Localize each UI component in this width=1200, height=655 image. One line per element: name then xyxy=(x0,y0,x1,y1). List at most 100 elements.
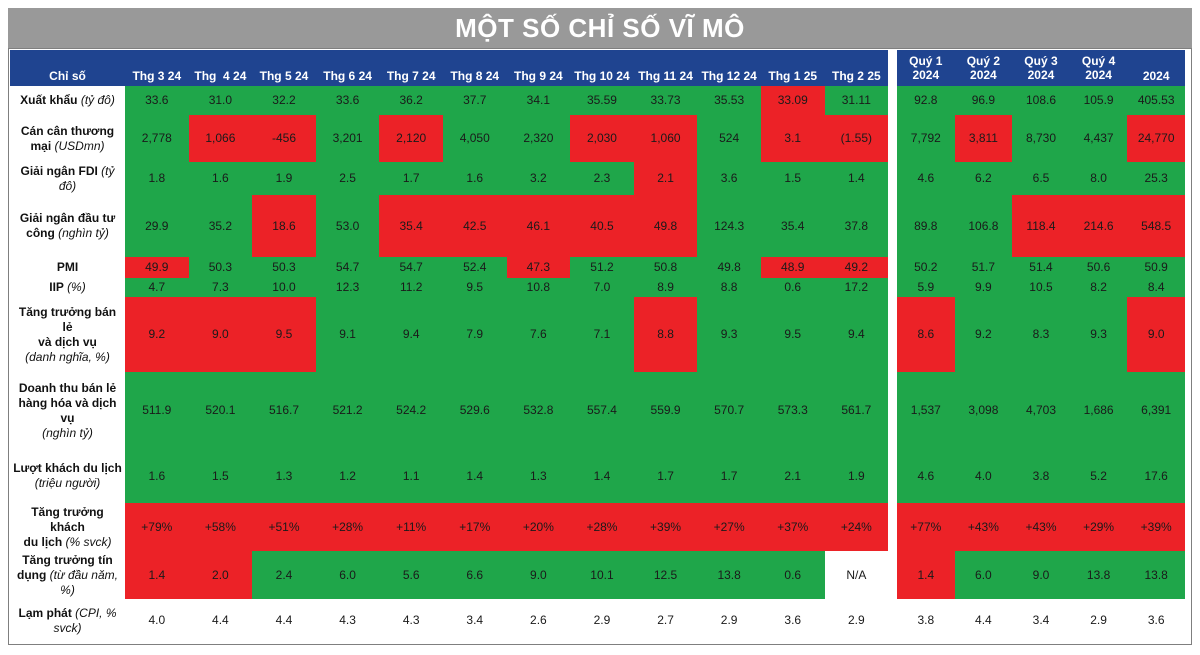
table-cell: 1,537 xyxy=(897,372,955,449)
table-cell: 35.4 xyxy=(379,195,443,257)
table-cell: 2.9 xyxy=(570,599,634,642)
column-header-month: Thg 5 24 xyxy=(252,50,316,86)
row-label-bold: Cán cân thương xyxy=(20,123,115,138)
row-label-bold: Xuất khẩu xyxy=(20,93,81,107)
row-label-line: Cán cân thương xyxy=(21,124,114,139)
column-header-month: Thg 7 24 xyxy=(379,50,443,86)
table-cell: +20% xyxy=(506,503,571,551)
column-header-month: Thg 12 24 xyxy=(697,50,761,86)
table-cell: 49.9 xyxy=(125,257,189,278)
table-cell: 521.2 xyxy=(315,372,380,449)
period-header-line2: 2024 xyxy=(1027,68,1055,82)
row-label-line: mại (USDmn) xyxy=(30,139,104,154)
row-label: Lạm phát (CPI, % svck) xyxy=(10,599,125,642)
row-label-line: Lạm phát (CPI, % xyxy=(18,606,116,621)
table-cell: 9.0 xyxy=(1127,297,1185,372)
table-cell: 13.8 xyxy=(697,551,761,599)
row-label: Cán cân thương mại (USDmn) xyxy=(10,115,125,162)
table-cell: 29.9 xyxy=(125,195,189,257)
table-cell: 6,391 xyxy=(1127,372,1185,449)
table-cell: 37.8 xyxy=(824,195,889,257)
table-cell: 36.2 xyxy=(379,86,443,115)
table-cell: 573.3 xyxy=(760,372,825,449)
table-cell: 8.6 xyxy=(897,297,955,372)
table-cell: 1.8 xyxy=(125,162,189,195)
table-cell: +77% xyxy=(897,503,955,551)
row-label-line: %) xyxy=(60,583,75,598)
table-cell: 532.8 xyxy=(506,372,571,449)
table-cell: 1,686 xyxy=(1069,372,1128,449)
table-cell: 9.0 xyxy=(506,551,571,599)
table-cell: 34.1 xyxy=(506,86,571,115)
column-header-month: Thg 2 25 xyxy=(824,50,889,86)
row-label: Giải ngân FDI (tỷ đô) xyxy=(10,162,125,195)
row-label-unit: (% svck) xyxy=(65,534,112,549)
row-label-bold: hàng hóa và dịch xyxy=(18,395,117,410)
table-cell: 48.9 xyxy=(760,257,825,278)
table-cell: 4,437 xyxy=(1069,115,1128,162)
table-cell: 9.3 xyxy=(697,297,761,372)
column-header-period: Quý 3 2024 xyxy=(1012,50,1070,86)
column-header-month: Thg 6 24 xyxy=(315,50,380,86)
table-cell: 3,098 xyxy=(954,372,1013,449)
table-cell: 2,320 xyxy=(506,115,571,162)
table-cell: 35.59 xyxy=(570,86,634,115)
table-cell: 8.8 xyxy=(633,297,698,372)
table-cell: 9.4 xyxy=(379,297,443,372)
table-cell: 4.4 xyxy=(252,599,316,642)
row-label-bold: PMI xyxy=(56,260,79,274)
row-label: Tăng trưởng khách du lịch (% svck) xyxy=(10,503,125,551)
table-cell: +43% xyxy=(954,503,1013,551)
column-header-month: Thg 3 24 xyxy=(125,50,189,86)
row-label-unit: (triệu người) xyxy=(34,476,101,490)
table-cell: 1.2 xyxy=(315,449,380,503)
table-cell: 557.4 xyxy=(570,372,634,449)
table-cell: 10.5 xyxy=(1012,278,1070,297)
table-cell: 89.8 xyxy=(897,195,955,257)
table-cell: 118.4 xyxy=(1012,195,1070,257)
table-cell: 11.2 xyxy=(379,278,443,297)
row-label-unit: (từ đầu năm, xyxy=(49,567,118,582)
table-cell: 3.6 xyxy=(1127,599,1185,642)
row-label-line: svck) xyxy=(54,621,82,636)
table-cell: 50.3 xyxy=(188,257,253,278)
table-cell: 1.4 xyxy=(570,449,634,503)
table-cell: 5.2 xyxy=(1069,449,1128,503)
row-label-line: PMI xyxy=(57,260,78,275)
row-label-bold: Tăng trưởng khách xyxy=(31,504,104,534)
table-cell: N/A xyxy=(824,551,889,599)
period-header-line2: 2024 xyxy=(1142,69,1170,83)
table-cell: 2.9 xyxy=(697,599,761,642)
row-label-line: Xuất khẩu (tỷ đô) xyxy=(20,93,115,108)
table-cell: 2,778 xyxy=(125,115,189,162)
table-cell: +39% xyxy=(633,503,698,551)
table-cell: 1.5 xyxy=(188,449,253,503)
table-cell: 47.3 xyxy=(506,257,571,278)
row-label-bold: Lượt khách du lịch xyxy=(13,461,122,475)
column-header-month: Thg 8 24 xyxy=(442,50,507,86)
table-cell: 4.3 xyxy=(315,599,380,642)
table-cell: 12.3 xyxy=(315,278,380,297)
period-header-line1: Quý 2 xyxy=(966,54,1001,68)
row-label-bold: Doanh thu bán lẻ xyxy=(18,380,117,395)
table-cell: 516.7 xyxy=(252,372,316,449)
row-label-line: vụ xyxy=(60,411,74,426)
table-cell: 4.6 xyxy=(897,162,955,195)
table-cell: 49.8 xyxy=(633,195,698,257)
table-cell: 3.6 xyxy=(760,599,825,642)
table-cell: 33.6 xyxy=(125,86,189,115)
table-cell: 3.8 xyxy=(1012,449,1070,503)
period-header-line2: 2024 xyxy=(912,68,940,82)
table-cell: 7,792 xyxy=(897,115,955,162)
row-label-line: Giải ngân đầu tư xyxy=(20,211,115,226)
table-cell: 106.8 xyxy=(954,195,1013,257)
table-cell: +29% xyxy=(1069,503,1128,551)
table-cell: 6.5 xyxy=(1012,162,1070,195)
row-label: Xuất khẩu (tỷ đô) xyxy=(10,86,125,115)
table-cell: (1.55) xyxy=(824,115,889,162)
table-cell: 2.3 xyxy=(570,162,634,195)
table-cell: 40.5 xyxy=(570,195,634,257)
table-cell: 4.0 xyxy=(125,599,189,642)
table-cell: 8,730 xyxy=(1012,115,1070,162)
table-cell: 2,120 xyxy=(379,115,443,162)
